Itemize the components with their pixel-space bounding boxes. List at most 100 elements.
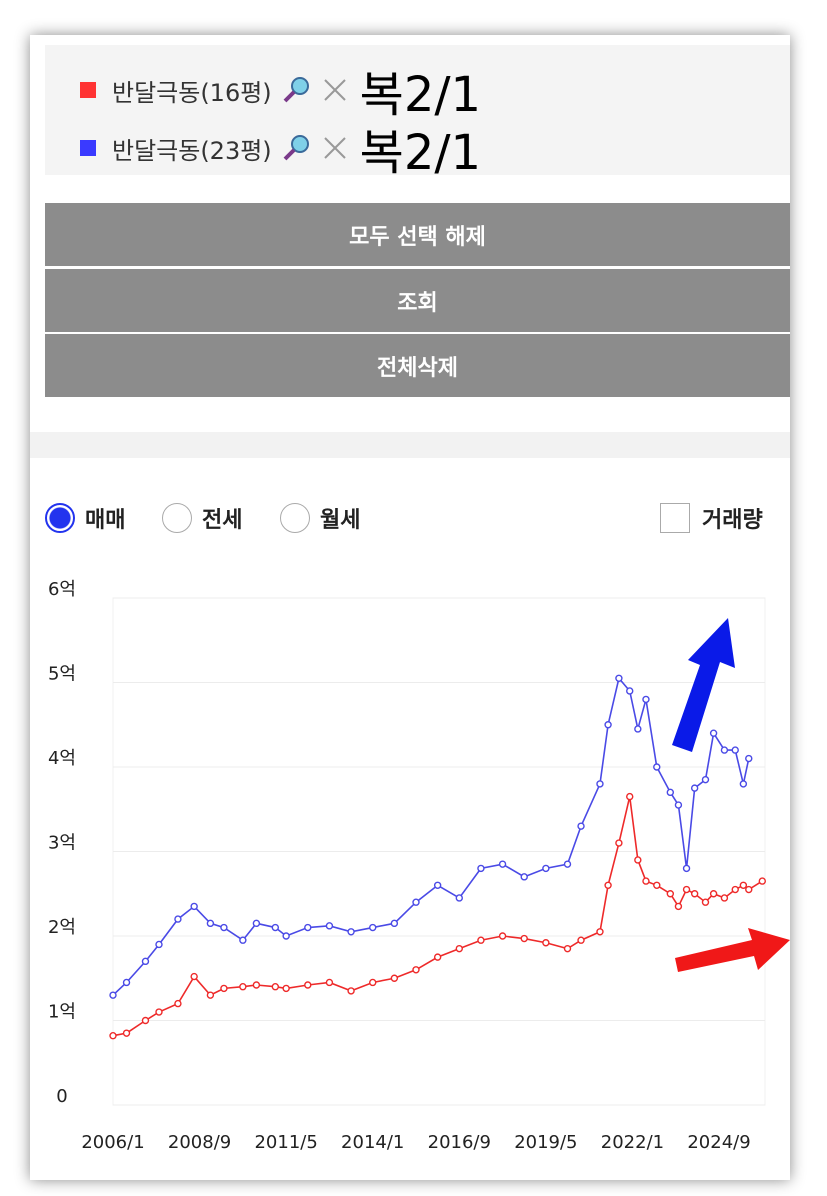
point bbox=[745, 754, 753, 763]
point bbox=[282, 984, 290, 993]
point bbox=[109, 1032, 117, 1040]
point bbox=[174, 999, 182, 1008]
point bbox=[690, 890, 699, 898]
y-tick-label: 5억 bbox=[48, 664, 76, 685]
x-tick-label: 2008/9 bbox=[168, 1132, 231, 1153]
point bbox=[206, 991, 215, 999]
remove-icon[interactable] bbox=[320, 133, 350, 163]
point bbox=[141, 1016, 150, 1025]
point bbox=[758, 877, 766, 885]
y-tick-label: 4억 bbox=[48, 748, 76, 769]
point bbox=[745, 885, 753, 894]
x-tick-label: 2014/1 bbox=[341, 1132, 404, 1153]
point bbox=[674, 902, 683, 911]
point bbox=[674, 801, 683, 809]
x-tick-label: 2024/9 bbox=[687, 1132, 750, 1153]
x-tick-label: 2006/1 bbox=[81, 1132, 144, 1153]
point bbox=[701, 775, 710, 784]
point bbox=[252, 919, 261, 928]
radio[interactable]: 월세 bbox=[280, 498, 360, 538]
button[interactable]: 조회 bbox=[45, 269, 790, 332]
point bbox=[477, 936, 485, 944]
arrow-annotation bbox=[675, 928, 790, 972]
point bbox=[701, 898, 710, 906]
point bbox=[239, 983, 247, 991]
point bbox=[190, 972, 198, 981]
point bbox=[720, 894, 729, 902]
point bbox=[206, 919, 215, 928]
button[interactable]: 모두 선택 해제 bbox=[45, 203, 790, 266]
point bbox=[690, 784, 699, 792]
legend-label[interactable]: 반달극동(16평) bbox=[112, 78, 272, 107]
legend-label[interactable]: 반달극동(23평) bbox=[112, 136, 272, 165]
point bbox=[304, 923, 312, 932]
point bbox=[239, 936, 247, 944]
point bbox=[520, 873, 528, 881]
point bbox=[709, 729, 718, 737]
x-tick-label: 2019/5 bbox=[514, 1132, 577, 1153]
point bbox=[577, 822, 585, 830]
checkbox[interactable]: 거래량 bbox=[660, 498, 763, 538]
x-tick-label: 2022/1 bbox=[601, 1132, 664, 1153]
point bbox=[709, 890, 718, 898]
point bbox=[739, 881, 748, 889]
point bbox=[433, 953, 442, 961]
point bbox=[626, 792, 634, 801]
point bbox=[596, 928, 604, 936]
radio-label[interactable]: 월세 bbox=[320, 508, 361, 533]
point bbox=[615, 839, 623, 847]
point bbox=[390, 974, 399, 982]
button[interactable]: 전체삭제 bbox=[45, 334, 790, 397]
point bbox=[542, 864, 550, 873]
point bbox=[563, 944, 572, 953]
point bbox=[174, 915, 182, 923]
point bbox=[642, 695, 650, 704]
remove-icon[interactable] bbox=[320, 75, 350, 105]
annotation: 복2/1 bbox=[359, 67, 482, 123]
point bbox=[615, 674, 623, 682]
point bbox=[498, 860, 507, 868]
point bbox=[347, 928, 355, 936]
checkbox-label[interactable]: 거래량 bbox=[702, 508, 763, 533]
point bbox=[304, 981, 312, 989]
point bbox=[271, 923, 280, 932]
radio-label[interactable]: 매매 bbox=[85, 508, 126, 533]
point bbox=[634, 856, 642, 864]
annotation: 복2/1 bbox=[359, 125, 482, 181]
point bbox=[604, 721, 612, 729]
point bbox=[626, 687, 634, 695]
point bbox=[604, 881, 612, 889]
legend-row: 반달극동(16평) 복2/1 bbox=[80, 65, 481, 123]
point bbox=[682, 885, 691, 894]
point bbox=[109, 991, 117, 999]
point bbox=[455, 894, 463, 902]
series-line bbox=[112, 796, 763, 1037]
radio[interactable]: 전세 bbox=[162, 498, 242, 538]
point bbox=[666, 890, 675, 898]
series-line bbox=[112, 676, 750, 996]
radio-label[interactable]: 전세 bbox=[202, 508, 243, 533]
point bbox=[596, 780, 604, 788]
point bbox=[325, 922, 334, 930]
point bbox=[369, 978, 377, 987]
point bbox=[542, 939, 550, 947]
point bbox=[325, 978, 334, 987]
point bbox=[122, 978, 131, 987]
point bbox=[122, 1029, 131, 1037]
search-icon[interactable] bbox=[280, 131, 314, 165]
point bbox=[731, 885, 739, 894]
point bbox=[190, 902, 198, 911]
y-tick-label: 1억 bbox=[48, 1002, 76, 1023]
point bbox=[412, 898, 420, 906]
point bbox=[731, 746, 739, 754]
radio[interactable]: 매매 bbox=[45, 498, 125, 538]
point bbox=[220, 984, 228, 993]
point bbox=[642, 877, 650, 885]
point bbox=[739, 780, 748, 788]
x-tick-label: 2016/9 bbox=[428, 1132, 491, 1153]
point bbox=[634, 725, 642, 733]
search-icon[interactable] bbox=[280, 73, 314, 107]
point bbox=[653, 763, 661, 771]
